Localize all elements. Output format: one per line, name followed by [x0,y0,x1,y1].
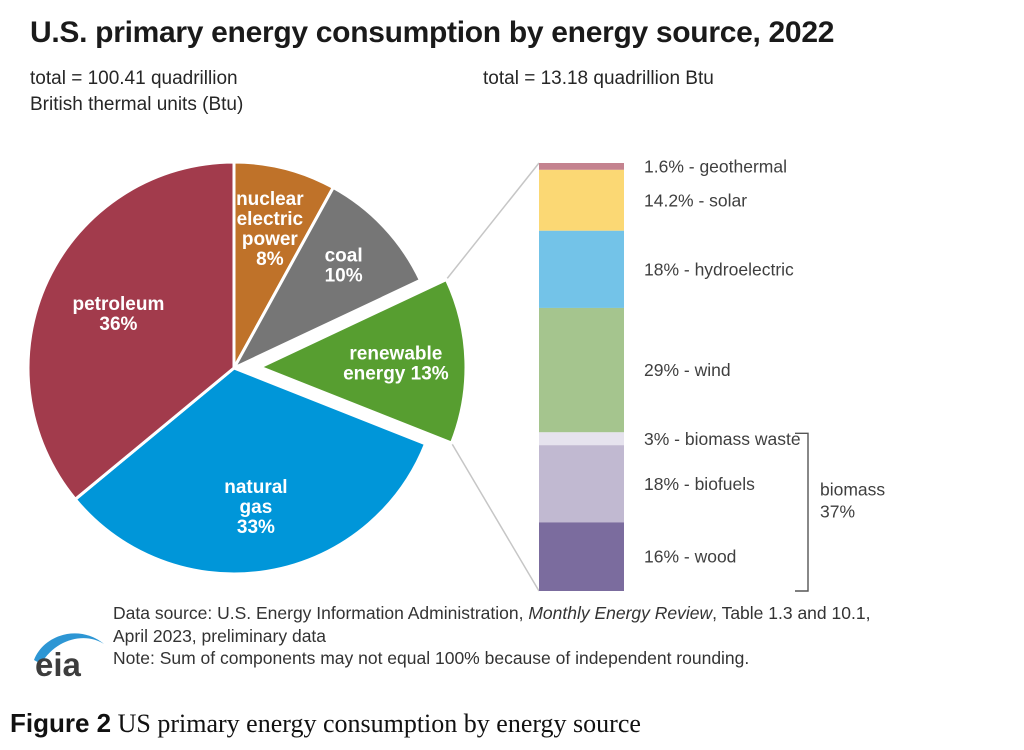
page-title: U.S. primary energy consumption by energ… [30,16,835,49]
pie-slice-renewable-energy[interactable] [258,277,468,445]
bar-label-geothermal: 1.6% - geothermal [644,156,787,176]
pie-total-label: total = 100.41 quadrillion British therm… [30,66,243,118]
bar-segment-wind[interactable] [539,307,624,433]
figure-caption: Figure 2 US primary energy consumption b… [10,708,641,739]
source-publication: Monthly Energy Review [528,603,713,623]
biomass-bracket [795,432,809,592]
pie-slice-nuclear-electric-power[interactable] [232,160,335,370]
bar-label-biomass-waste: 3% - biomass waste [644,429,801,449]
bar-label-biofuels: 18% - biofuels [644,474,755,494]
note-line: Note: Sum of components may not equal 10… [113,648,750,668]
eia-logo-swoosh-icon [34,633,104,664]
pie-slice-coal[interactable] [232,185,422,370]
bar-label-solar: 14.2% - solar [644,190,747,210]
pie-label-renewable-energy: renewable energy 13% [343,343,449,384]
pie-label-petroleum: petroleum 36% [73,294,165,335]
pie-label-natural-gas: natural gas 33% [224,477,287,538]
bar-segment-solar[interactable] [539,169,624,231]
eia-logo: eia [34,633,104,682]
source-line2: April 2023, preliminary data [113,625,327,646]
pie-label-coal: coal 10% [325,246,363,287]
source-line1: Data source: U.S. Energy Information Adm… [113,603,871,623]
bar-label-hydroelectric: 18% - hydroelectric [644,259,794,279]
bar-label-wind: 29% - wind [644,360,731,380]
pie-slice-natural-gas[interactable] [73,366,428,576]
eia-logo-text: eia [35,646,82,682]
figure-number: Figure 2 [10,708,112,738]
bar-segment-biomass-waste[interactable] [539,432,624,446]
bar-segment-wood[interactable] [539,522,624,591]
pie-label-nuclear-electric-power: nuclear electric power 8% [236,189,304,270]
source-note: Data source: U.S. Energy Information Adm… [113,602,993,670]
figure-title: US primary energy consumption by energy … [111,709,641,738]
biomass-group-label: biomass 37% [820,480,885,522]
bar-segment-hydroelectric[interactable] [539,230,624,308]
renewables-stacked-bar: 1.6% - geothermal 14.2% - solar 18% - hydr… [539,156,885,592]
connector-line-bottom [450,442,540,592]
pie-total-line1: total = 100.41 quadrillion [30,68,238,89]
energy-chart: nuclear electric power 8% coal 10% renewable en… [26,156,885,592]
connector-line-top [445,162,540,280]
bar-segment-biofuels[interactable] [539,445,624,523]
bar-total-label: total = 13.18 quadrillion Btu [483,68,714,89]
bar-segment-geothermal[interactable] [539,163,624,170]
pie-slice-petroleum[interactable] [26,160,236,501]
pie-chart: nuclear electric power 8% coal 10% renewable en… [26,160,468,576]
pie-total-line2: British thermal units (Btu) [30,94,244,115]
bar-label-wood: 16% - wood [644,547,736,567]
